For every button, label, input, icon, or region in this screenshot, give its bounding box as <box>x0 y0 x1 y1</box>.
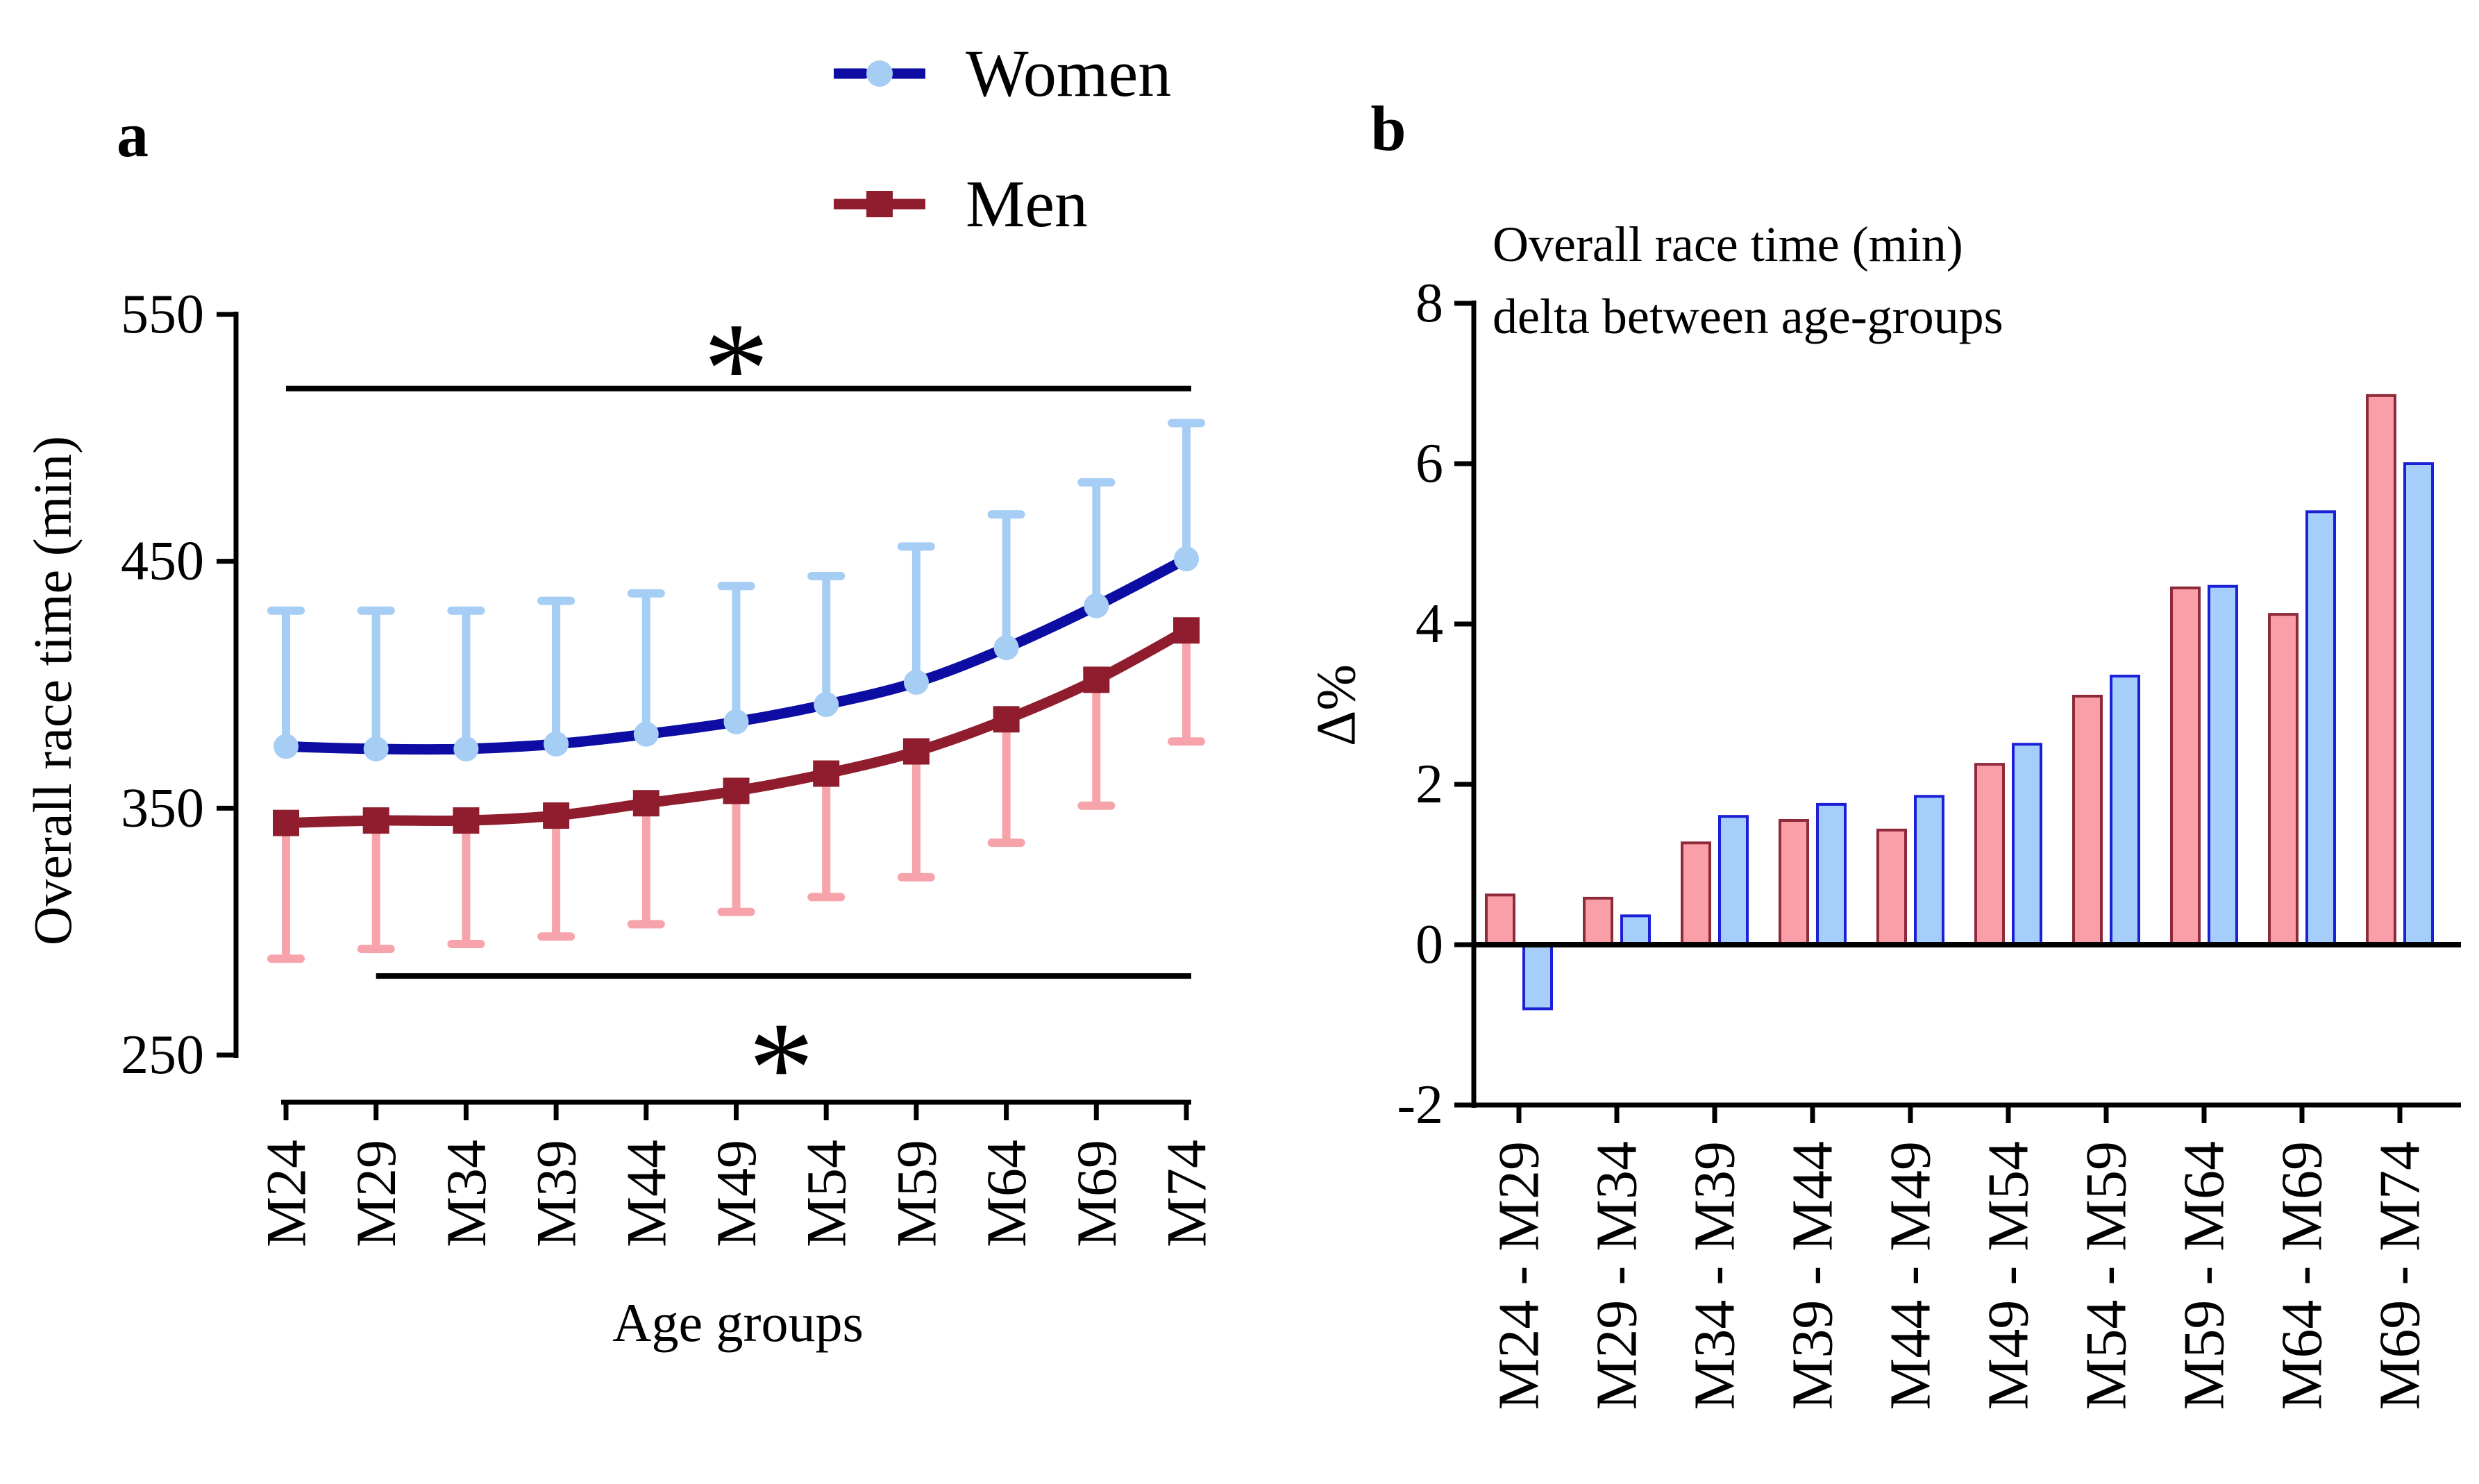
panel-a-label: a <box>117 99 149 170</box>
bar-men-M64 - M69 <box>2268 613 2299 946</box>
women-marker <box>1084 593 1109 618</box>
bar-men-M59 - M64 <box>2170 587 2201 946</box>
panel-b-x-tick-label: M59 - M64 <box>2172 1141 2237 1410</box>
panel-a-x-tick-label: M44 <box>614 1140 678 1247</box>
bar-men-M29 - M34 <box>1583 897 1613 947</box>
bar-men-M69 - M74 <box>2366 394 2396 946</box>
men-marker <box>902 738 930 765</box>
men-marker <box>993 706 1020 733</box>
panel-b-x-tick-label: M34 - M39 <box>1683 1141 1747 1410</box>
panel-b-y-tick-label: 6 <box>1415 433 1443 494</box>
panel-a-x-tick-label: M64 <box>975 1140 1038 1247</box>
women-line-marker-icon <box>834 60 925 87</box>
legend-label-women: Women <box>966 36 1172 110</box>
bar-men-M44 - M49 <box>1876 828 1907 946</box>
women-marker <box>633 721 659 747</box>
panel-a-x-tick-label: M49 <box>705 1140 768 1247</box>
panel-b-y-tick-label: -2 <box>1397 1074 1443 1136</box>
bar-women-M64 - M69 <box>2305 510 2336 946</box>
panel-a-x-axis-title: Age groups <box>612 1292 864 1353</box>
women-marker <box>544 731 569 757</box>
bar-women-M49 - M54 <box>2012 743 2042 946</box>
panel-b-x-tick-label: M69 - M74 <box>2368 1141 2432 1410</box>
bar-women-M24 - M29 <box>1522 943 1553 1011</box>
panel-b-x-tick-label: M29 - M34 <box>1585 1141 1649 1410</box>
legend-item-men: Men <box>834 166 1088 242</box>
legend-item-women: Women <box>834 35 1171 112</box>
men-marker <box>453 807 480 834</box>
significance-asterisk: * <box>748 995 814 1141</box>
men-marker <box>632 790 659 817</box>
panel-a-x-tick-label: M54 <box>795 1140 858 1247</box>
men-marker <box>1173 617 1200 644</box>
panel-b-x-tick-label: M39 - M44 <box>1781 1141 1845 1410</box>
bar-women-M34 - M39 <box>1718 815 1749 946</box>
panel-b-x-tick-label: M54 - M59 <box>2074 1141 2139 1410</box>
bar-men-M49 - M54 <box>1974 763 2005 946</box>
panel-b-y-tick-label: 4 <box>1415 593 1443 655</box>
women-legend-marker <box>866 60 893 87</box>
bar-women-M29 - M34 <box>1620 914 1651 947</box>
men-marker <box>723 777 750 804</box>
panel-b-y-tick-label: 2 <box>1415 754 1443 815</box>
panel-b-x-tick-label: M24 - M29 <box>1487 1141 1552 1410</box>
bar-men-M54 - M59 <box>2072 694 2103 946</box>
panel-a-x-tick-label: M29 <box>344 1140 407 1247</box>
panel-a-x-tick-label: M74 <box>1155 1140 1218 1247</box>
panel-b-y-tick-label: 0 <box>1415 914 1443 975</box>
men-legend-marker <box>866 191 893 217</box>
women-marker <box>453 736 479 761</box>
panel-a-y-tick-label: 250 <box>121 1025 204 1086</box>
significance-asterisk: * <box>703 296 769 442</box>
bar-men-M24 - M29 <box>1485 893 1515 947</box>
women-marker <box>814 691 839 717</box>
panel-a-x-tick-label: M34 <box>435 1140 498 1247</box>
men-marker <box>543 802 570 829</box>
panel-a-x-tick-label: M24 <box>255 1140 318 1247</box>
bar-men-M34 - M39 <box>1681 841 1711 946</box>
bar-women-M39 - M44 <box>1816 802 1847 946</box>
panel-a-x-tick-label: M39 <box>525 1140 588 1247</box>
panel-b-x-tick-label: M44 - M49 <box>1879 1141 1943 1410</box>
women-marker <box>1174 546 1199 572</box>
women-marker <box>274 734 299 759</box>
panel-a-x-tick-label: M59 <box>884 1140 948 1247</box>
men-line-marker-icon <box>834 191 925 217</box>
panel-b-title-line2: delta between age-groups <box>1493 289 2003 344</box>
bar-women-M44 - M49 <box>1914 795 1944 946</box>
panel-a-x-tick-label: M69 <box>1065 1140 1128 1247</box>
women-marker <box>363 736 389 761</box>
panel-a-y-tick-label: 350 <box>121 777 204 838</box>
panel-a-y-tick-label: 550 <box>121 284 204 345</box>
women-marker <box>993 635 1019 661</box>
bar-women-M59 - M64 <box>2208 584 2238 946</box>
panel-a-y-axis-title: Overall race time (min) <box>22 435 83 946</box>
bar-women-M54 - M59 <box>2110 675 2140 946</box>
panel-b-title-line1: Overall race time (min) <box>1493 217 1963 272</box>
bar-men-M39 - M44 <box>1779 818 1809 946</box>
women-marker <box>723 709 749 734</box>
panel-b-x-tick-label: M49 - M54 <box>1976 1141 2041 1410</box>
bar-women-M69 - M74 <box>2403 462 2434 946</box>
men-marker <box>362 807 389 834</box>
legend-label-men: Men <box>966 167 1088 241</box>
men-marker <box>273 809 299 836</box>
men-marker <box>1083 666 1110 693</box>
panel-a-y-tick-label: 450 <box>121 531 204 592</box>
panel-b-y-tick-label: 8 <box>1415 273 1443 334</box>
panel-b-title: Overall race time (min) delta between ag… <box>1493 208 2003 353</box>
panel-b-label: b <box>1370 93 1406 164</box>
women-marker <box>903 669 929 695</box>
panel-b-y-axis-title: Δ% <box>1306 664 1368 747</box>
men-marker <box>813 760 840 787</box>
panel-b-x-tick-label: M64 - M69 <box>2270 1141 2335 1410</box>
